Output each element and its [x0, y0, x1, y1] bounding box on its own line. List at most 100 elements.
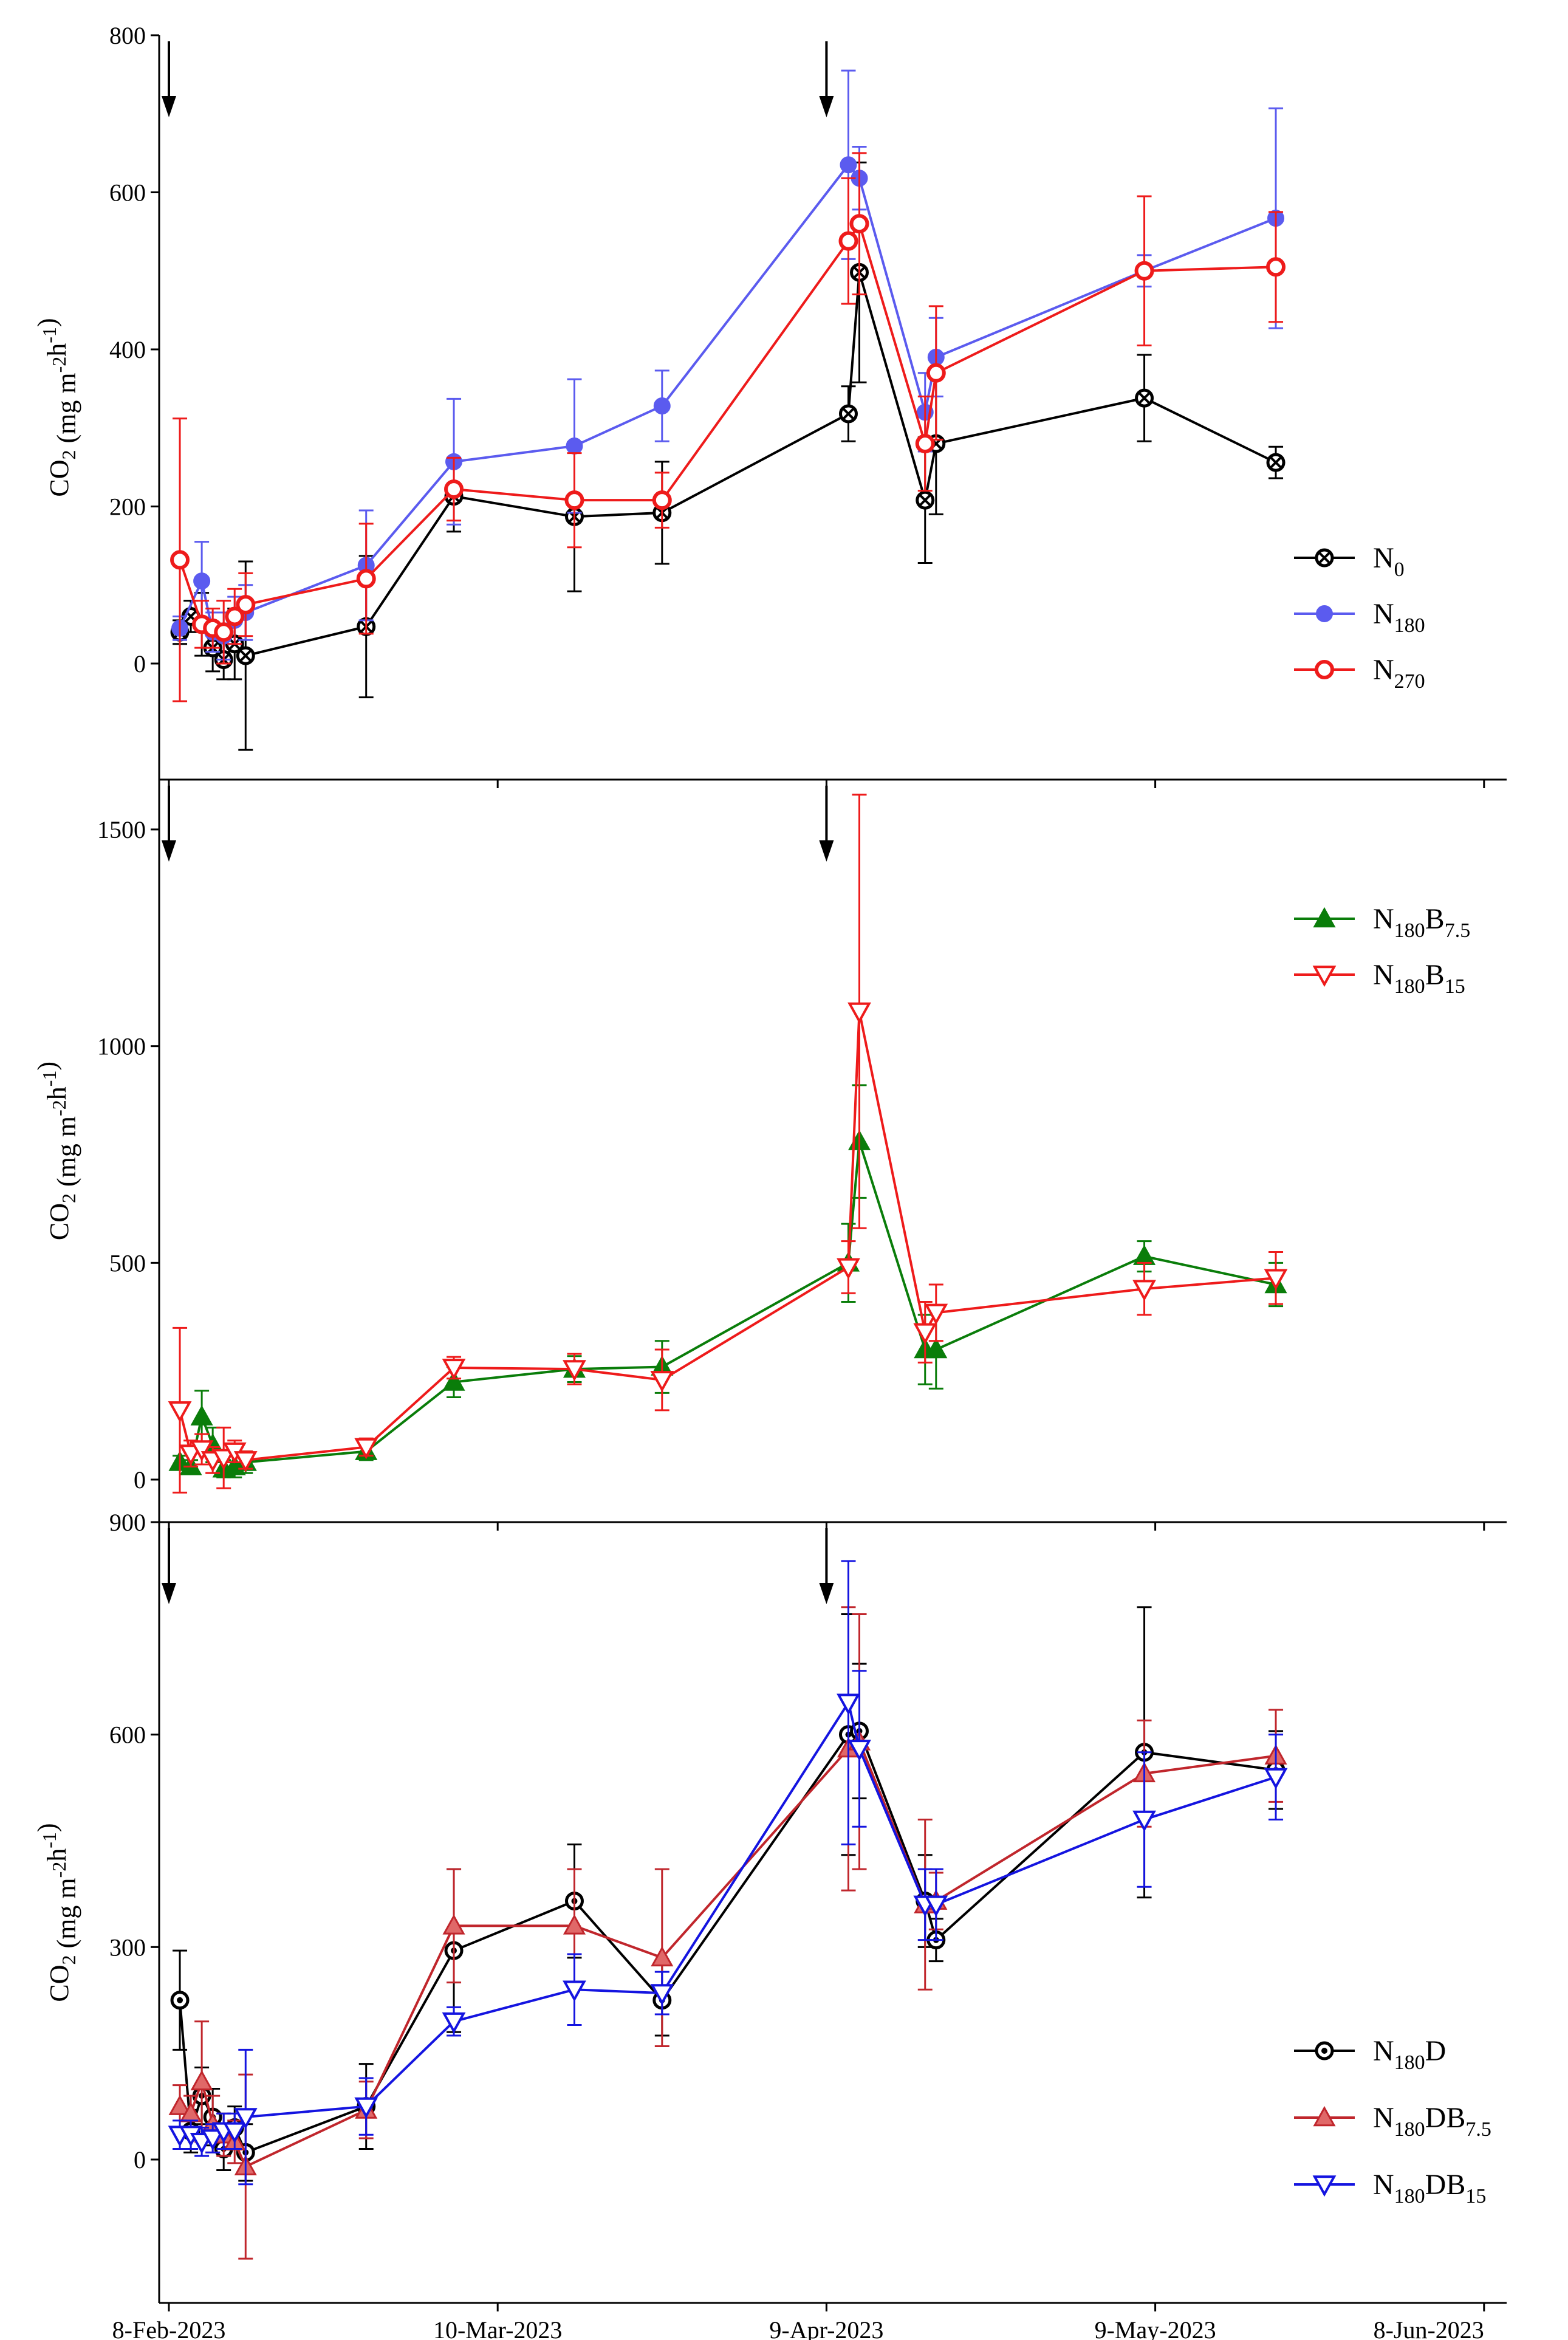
data-point-N180B15	[190, 1440, 214, 1462]
legend-marker-N270	[1315, 660, 1334, 679]
legend-label-N180D: N180D	[1373, 2035, 1446, 2074]
data-point-N180DB15	[924, 1895, 948, 1917]
legend-entry-N180DB15: N180DB15	[1294, 2169, 1486, 2208]
data-point-N180B15	[1132, 1280, 1156, 1302]
data-point-N270	[170, 550, 190, 570]
data-point-N270	[564, 490, 584, 510]
data-point-N180B15	[837, 1258, 860, 1280]
data-point-N180DB7.5	[651, 1946, 674, 1967]
y-tick-label-middle: 500	[109, 1249, 146, 1277]
series-N270	[170, 152, 1286, 702]
data-point-N180B7.5	[442, 1370, 465, 1391]
x-tick-label: 9-May-2023	[1095, 2316, 1216, 2340]
legend-label-N180: N180	[1373, 598, 1425, 637]
legend-entry-N180DB7.5: N180DB7.5	[1294, 2102, 1491, 2141]
y-axis-label-middle: CO2 (mg m-2h-1)	[32, 1062, 81, 1240]
data-point-N180B15	[168, 1401, 192, 1422]
series-line-N0	[179, 272, 1276, 662]
data-point-N270	[1266, 257, 1286, 277]
data-point-N180B15	[233, 1451, 258, 1473]
data-point-N180DB7.5	[168, 2095, 191, 2115]
panel-middle	[168, 794, 1288, 1494]
plot-layer	[168, 69, 1288, 2260]
data-point-N180B15	[924, 1303, 948, 1325]
x-tick-label: 10-Mar-2023	[433, 2316, 562, 2340]
legend-marker-N180	[1316, 605, 1333, 622]
data-point-N180B15	[1264, 1269, 1288, 1291]
data-point-N270	[926, 363, 946, 383]
data-point-N270	[838, 231, 858, 251]
x-tick-label: 8-Feb-2023	[112, 2316, 226, 2340]
data-point-N180DB15	[354, 2097, 378, 2119]
legend-label-N0: N0	[1373, 542, 1405, 581]
legend-marker-N180DB15	[1312, 2175, 1337, 2197]
data-point-N270	[356, 569, 376, 589]
y-tick-label-top: 400	[109, 336, 146, 363]
series-N180D	[170, 1606, 1286, 2182]
legend-entry-N180B15: N180B15	[1294, 959, 1465, 998]
panel-bottom	[168, 1560, 1288, 2260]
application-arrow	[819, 1528, 834, 1604]
data-point-N270	[652, 490, 672, 510]
data-point-N270	[915, 434, 935, 454]
data-point-N180DB15	[563, 1980, 586, 2002]
application-arrow	[819, 786, 834, 862]
data-point-N180B15	[211, 1449, 236, 1470]
application-arrow	[162, 786, 176, 862]
y-tick-label-middle: 1000	[97, 1033, 146, 1060]
legend-marker-N180B7.5	[1313, 907, 1336, 928]
data-point-N270	[214, 622, 234, 642]
legend-entry-N180B7.5: N180B7.5	[1294, 903, 1470, 942]
series-line-N180DB7.5	[179, 1740, 1276, 2169]
legend-entry-N0: N0	[1294, 542, 1405, 581]
data-point-N180B7.5	[190, 1405, 213, 1426]
series-N180B7.5	[168, 1084, 1287, 1478]
series-N0	[170, 161, 1286, 751]
x-tick-label: 9-Apr-2023	[769, 2316, 883, 2340]
y-axis-label-bottom: CO2 (mg m-2h-1)	[32, 1823, 81, 2002]
y-tick-label-middle: 0	[134, 1466, 146, 1494]
application-arrow	[162, 1528, 176, 1604]
data-point-N180B15	[563, 1360, 586, 1382]
y-tick-label-top: 600	[109, 179, 146, 207]
application-arrow	[819, 41, 834, 117]
data-point-N180DB15	[650, 1984, 674, 2006]
data-point-N180B15	[847, 1002, 871, 1024]
series-line-N180DB15	[180, 1700, 1276, 2144]
series-line-N180B15	[179, 1011, 1276, 1462]
data-point-N180	[840, 156, 857, 174]
series-N180B15	[168, 794, 1288, 1494]
data-point-N180DB15	[1132, 1810, 1156, 1832]
data-point-N270	[444, 479, 464, 499]
series-N180	[171, 69, 1285, 661]
series-N180DB7.5	[168, 1606, 1287, 2260]
legend-marker-N180DB7.5	[1313, 2105, 1336, 2127]
panel-top	[170, 69, 1286, 751]
data-point-N180	[653, 397, 671, 415]
series-line-N180B7.5	[179, 1141, 1276, 1470]
y-tick-label-top: 200	[109, 493, 146, 521]
data-point-N180B15	[354, 1438, 378, 1460]
data-point-N180DB7.5	[190, 2070, 213, 2091]
data-point-N180DB7.5	[442, 1914, 465, 1935]
data-point-N180DB15	[222, 2122, 247, 2144]
data-point-N180DB15	[442, 2012, 466, 2034]
data-point-N180B7.5	[1133, 1244, 1156, 1265]
data-point-N180B15	[650, 1371, 674, 1393]
data-point-N270	[236, 595, 256, 615]
axes-layer: 0 200 400 600 800 CO2 (mg m-2h-1) 0 500 1000 1500…	[32, 22, 1507, 2340]
data-point-N180	[193, 572, 211, 590]
data-point-N180DB15	[1264, 1768, 1288, 1789]
data-point-N180B15	[913, 1323, 937, 1345]
legend-label-N180DB7.5: N180DB7.5	[1373, 2102, 1491, 2141]
data-point-N180DB7.5	[563, 1914, 586, 1935]
legend-entry-N180D: N180D	[1294, 2035, 1446, 2074]
data-point-N270	[849, 214, 869, 234]
data-point-N180DB15	[200, 2129, 225, 2151]
legend-label-N270: N270	[1373, 654, 1425, 693]
data-point-N270	[225, 606, 245, 626]
data-point-N180	[566, 437, 583, 455]
series-N180DB15	[168, 1560, 1288, 2186]
x-tick-label: 8-Jun-2023	[1374, 2316, 1484, 2340]
